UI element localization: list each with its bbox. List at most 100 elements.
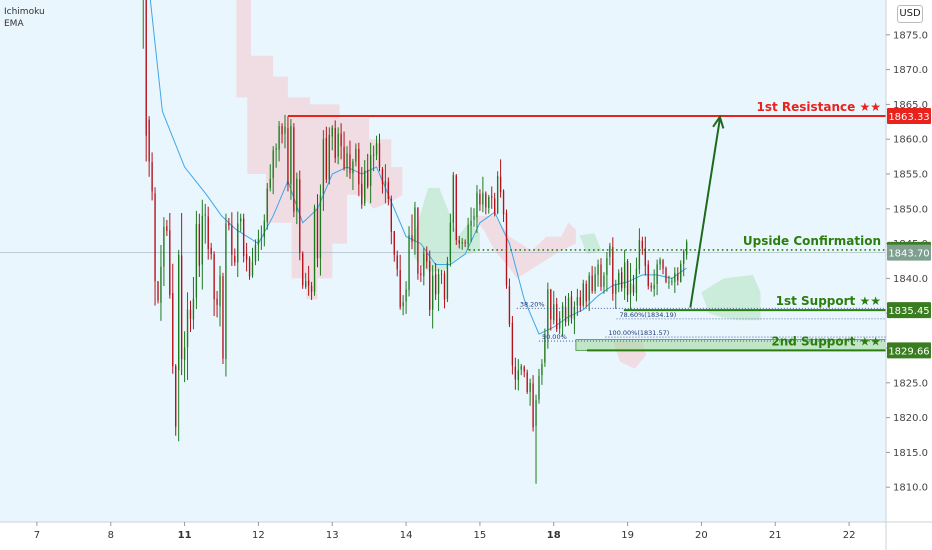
candle-body — [449, 222, 452, 262]
x-tick-label: 15 — [474, 530, 487, 541]
candle-body — [225, 223, 227, 360]
candle-body — [346, 153, 348, 169]
candle-body — [172, 293, 174, 367]
candle-body — [367, 169, 369, 187]
candle-body — [302, 253, 304, 286]
candle-body — [656, 264, 658, 284]
candle-body — [635, 268, 638, 294]
candle-body — [254, 244, 257, 262]
candle-body — [228, 223, 230, 226]
candle-body — [467, 224, 469, 245]
candle-body — [508, 286, 511, 325]
level-price-label: 1863.33 — [888, 112, 929, 123]
candle-body — [310, 286, 313, 292]
candle-body — [514, 366, 517, 380]
x-tick-label: 14 — [400, 530, 413, 541]
cloud-bullish — [701, 274, 761, 321]
candle-body — [411, 235, 413, 243]
candle-body — [558, 318, 561, 329]
cloud-bearish — [236, 0, 403, 300]
ema-path — [149, 0, 687, 335]
candle-body — [641, 240, 644, 249]
candle-body — [594, 274, 596, 291]
candle-body — [618, 272, 620, 285]
candle-body — [603, 275, 605, 287]
candle-body — [600, 264, 602, 287]
candle-body — [674, 272, 676, 282]
candle-body — [269, 178, 271, 188]
x-tick-label: 11 — [178, 530, 192, 541]
candle-body — [242, 218, 245, 257]
candle-body — [597, 264, 599, 275]
level-name: 2nd Support ★★ — [771, 334, 881, 348]
candle-body — [296, 178, 298, 212]
candles — [142, 0, 688, 484]
candle-body — [609, 245, 611, 257]
candle-body — [532, 383, 534, 428]
candle-body — [612, 247, 614, 294]
candle-body — [343, 146, 345, 169]
candle-body — [517, 370, 519, 381]
candle-body — [257, 238, 260, 245]
candle-body — [431, 275, 434, 310]
candle-body — [266, 188, 268, 223]
candle-body — [319, 194, 322, 259]
candle-body — [231, 225, 233, 255]
candle-body — [585, 283, 587, 302]
candle-body — [685, 242, 688, 255]
y-tick-label: 1825.0 — [893, 378, 928, 389]
candle-body — [331, 127, 333, 137]
candle-body — [381, 169, 384, 184]
levels: 38.20% 78.60%(1834.19) 100.00%(1831.57) 50.… — [287, 100, 887, 352]
candle-body — [653, 284, 655, 289]
candle-body — [502, 190, 505, 215]
candle-body — [275, 148, 277, 150]
candle-body — [260, 238, 263, 240]
candle-body — [452, 174, 455, 223]
x-tick-label: 18 — [547, 530, 561, 541]
candle-body — [526, 372, 528, 392]
candle-body — [216, 298, 218, 305]
x-tick-label: 13 — [326, 530, 339, 541]
candle-body — [178, 254, 180, 371]
cloud-bullish — [579, 233, 602, 254]
candle-body — [299, 179, 301, 254]
candle-body — [210, 247, 212, 255]
x-tick-label: 12 — [252, 530, 265, 541]
y-tick-label: 1850.0 — [893, 204, 928, 215]
candle-body — [677, 273, 679, 281]
candle-body — [632, 284, 635, 293]
candle-body — [337, 133, 339, 157]
candle-body — [340, 133, 342, 147]
candle-body — [154, 193, 156, 282]
candle-body — [352, 161, 354, 174]
candle-body — [384, 180, 387, 186]
candle-body — [396, 255, 398, 270]
candle-body — [222, 276, 224, 359]
x-tick-label: 8 — [108, 530, 114, 541]
y-tick-label: 1860.0 — [893, 135, 928, 146]
candle-body — [683, 251, 685, 264]
candle-body — [464, 242, 466, 244]
candle-body — [535, 400, 537, 426]
candle-body — [455, 175, 457, 241]
candle-body — [579, 297, 582, 306]
x-tick-label: 20 — [695, 530, 708, 541]
candle-body — [334, 128, 336, 158]
candle-body — [638, 240, 641, 270]
candle-body — [195, 224, 198, 298]
cloud-bullish — [413, 187, 480, 272]
candle-body — [237, 223, 239, 263]
indicator-label-ema: EMA — [4, 19, 24, 29]
fib-label: 50.00% — [542, 333, 567, 341]
currency-badge[interactable]: USD — [897, 5, 923, 23]
candle-body — [151, 162, 153, 192]
candle-body — [496, 176, 499, 213]
y-tick-label: 1840.0 — [893, 274, 928, 285]
candle-body — [251, 261, 254, 276]
candle-body — [364, 170, 366, 204]
time-axis — [0, 522, 932, 550]
